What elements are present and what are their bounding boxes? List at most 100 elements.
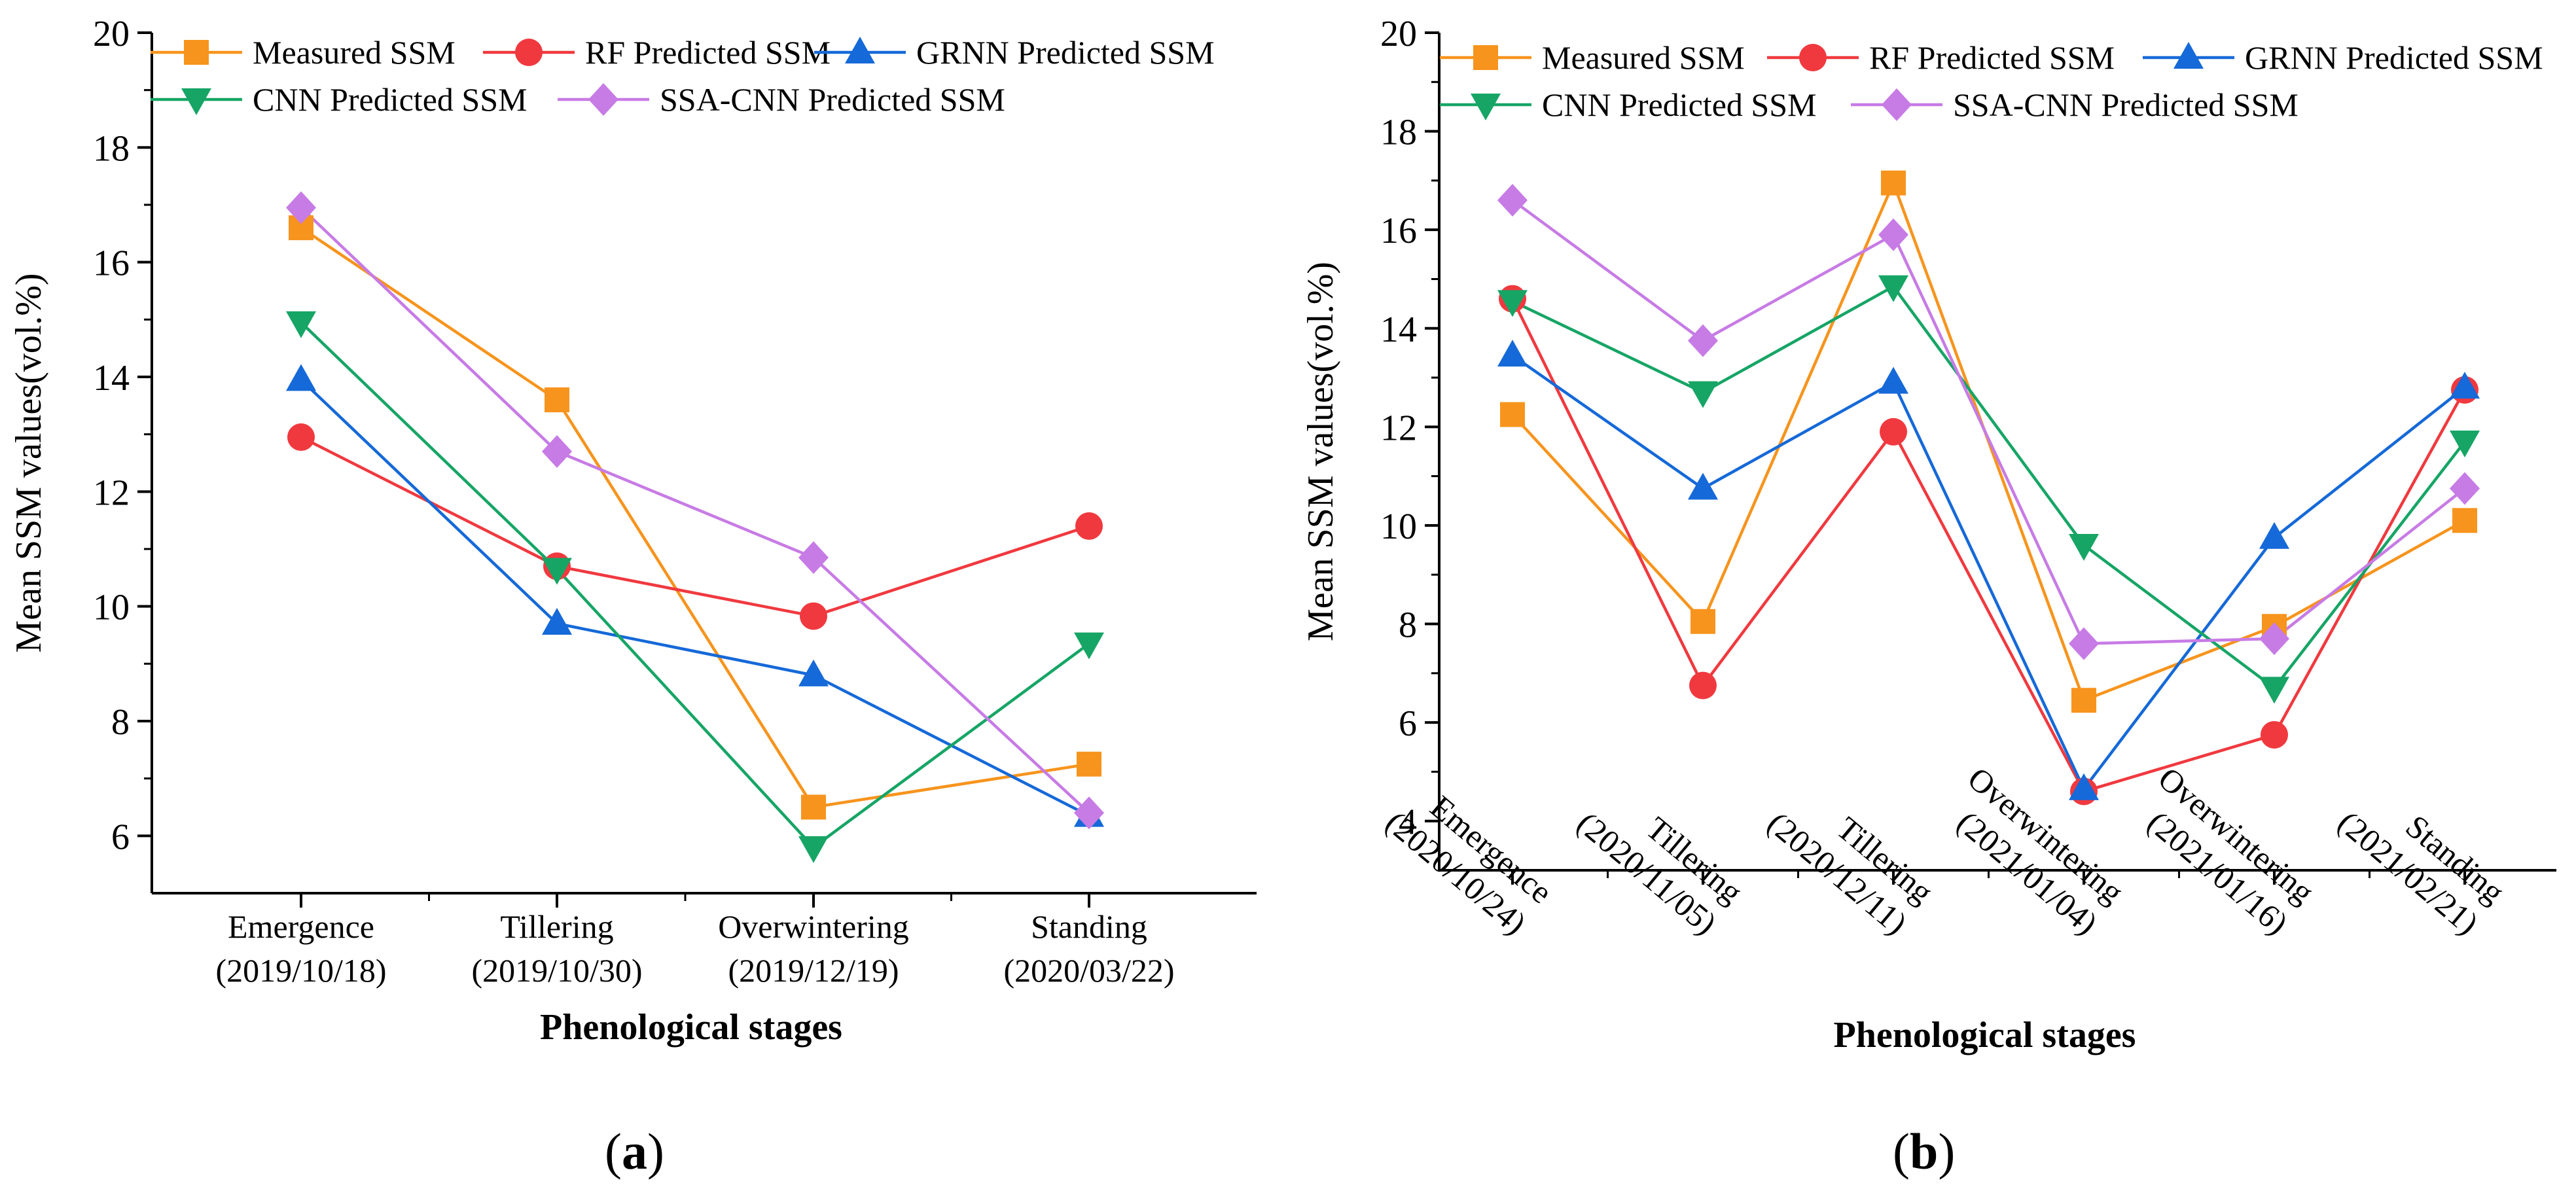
legend-marker bbox=[184, 40, 209, 65]
x-tick-label-group: Tillering(2020/12/11) bbox=[1761, 804, 1940, 942]
legend-marker bbox=[1471, 94, 1501, 120]
x-tick-label-date: (2019/10/30) bbox=[471, 952, 642, 989]
data-point bbox=[286, 311, 316, 338]
panel-label-a: (a) bbox=[605, 1123, 664, 1180]
y-tick-label: 10 bbox=[93, 588, 130, 628]
legend-label: Measured SSM bbox=[1542, 39, 1745, 76]
data-point bbox=[2452, 508, 2477, 533]
legend-entry: GRNN Predicted SSM bbox=[814, 34, 1215, 71]
series-line-4 bbox=[300, 206, 1090, 814]
series-line-3 bbox=[1512, 284, 2466, 690]
x-axis-title: Phenological stages bbox=[1834, 1015, 2136, 1055]
data-point bbox=[1074, 796, 1104, 830]
legend-marker bbox=[2174, 42, 2204, 69]
data-point bbox=[1497, 340, 1528, 367]
legend-entry: SSA-CNN Predicted SSM bbox=[558, 81, 1005, 118]
panel-label-b: (b) bbox=[1893, 1123, 1956, 1180]
data-point bbox=[286, 364, 316, 391]
panel-letter-b: b bbox=[1909, 1123, 1939, 1180]
data-point bbox=[2069, 534, 2099, 561]
legend-entry: RF Predicted SSM bbox=[1767, 39, 2115, 76]
data-point bbox=[1878, 366, 1908, 394]
legend-entry: GRNN Predicted SSM bbox=[2143, 39, 2543, 76]
legend-entry: CNN Predicted SSM bbox=[151, 81, 527, 118]
legend-label: RF Predicted SSM bbox=[585, 34, 831, 71]
data-point bbox=[1878, 275, 1908, 302]
data-point bbox=[2069, 627, 2099, 660]
y-tick-label: 12 bbox=[1380, 408, 1417, 448]
data-point bbox=[542, 607, 572, 635]
x-tick-label: Standing bbox=[1031, 908, 1147, 945]
data-point bbox=[287, 423, 315, 452]
legend-entry: SSA-CNN Predicted SSM bbox=[1851, 86, 2299, 123]
data-point bbox=[1688, 324, 1718, 357]
legend-marker bbox=[588, 83, 618, 116]
y-tick-label: 8 bbox=[111, 702, 130, 743]
data-point bbox=[801, 794, 826, 820]
data-point bbox=[1075, 512, 1103, 540]
y-tick-label: 18 bbox=[1380, 113, 1417, 153]
y-tick-label: 10 bbox=[1380, 506, 1417, 547]
data-point bbox=[545, 387, 569, 413]
legend-label: SSA-CNN Predicted SSM bbox=[1953, 86, 2299, 123]
y-tick-label: 8 bbox=[1399, 605, 1417, 646]
x-tick-label-date: (2020/03/22) bbox=[1003, 952, 1174, 989]
y-tick-label: 14 bbox=[1380, 310, 1417, 350]
data-point bbox=[1074, 632, 1104, 660]
legend-label: SSA-CNN Predicted SSM bbox=[660, 81, 1005, 118]
legend-label: CNN Predicted SSM bbox=[1542, 86, 1816, 123]
series-line-4 bbox=[1511, 199, 2466, 645]
y-tick-label: 14 bbox=[93, 358, 130, 398]
y-tick-label: 18 bbox=[93, 128, 130, 169]
x-tick-label-group: Emergence(2020/10/24) bbox=[1379, 788, 1560, 942]
legend-label: CNN Predicted SSM bbox=[253, 81, 527, 118]
data-point bbox=[1878, 218, 1908, 251]
legend-entry: Measured SSM bbox=[151, 34, 456, 71]
x-tick-label-group: Standing(2021/02/21) bbox=[2331, 804, 2512, 942]
data-point bbox=[1500, 402, 1525, 427]
data-point bbox=[1690, 609, 1715, 634]
data-point bbox=[2259, 677, 2289, 704]
series-line-3 bbox=[300, 321, 1090, 849]
data-point bbox=[800, 602, 827, 630]
series-line-2 bbox=[1511, 354, 2466, 792]
data-point bbox=[1688, 472, 1718, 500]
data-point bbox=[2259, 522, 2289, 549]
x-tick-label: Overwintering bbox=[718, 908, 909, 945]
series-line-0 bbox=[300, 226, 1090, 809]
data-point bbox=[542, 434, 572, 468]
series-line-2 bbox=[300, 378, 1090, 817]
data-point bbox=[2259, 622, 2289, 656]
legend-label: RF Predicted SSM bbox=[1869, 39, 2115, 76]
data-point bbox=[798, 659, 829, 686]
x-tick-label-group: Overwintering(2021/01/16) bbox=[2141, 760, 2321, 942]
data-point bbox=[1881, 170, 1906, 196]
x-axis-title: Phenological stages bbox=[540, 1007, 842, 1048]
data-point bbox=[542, 558, 572, 585]
data-point bbox=[1077, 751, 1101, 777]
legend-marker bbox=[1473, 45, 1498, 70]
y-tick-label: 16 bbox=[1380, 211, 1417, 251]
data-point bbox=[2450, 472, 2480, 505]
data-point bbox=[2450, 430, 2480, 457]
y-axis-title: Mean SSM values(vol.%) bbox=[1300, 262, 1341, 641]
series-line-1 bbox=[1511, 298, 2466, 794]
legend-entry: Measured SSM bbox=[1440, 39, 1745, 76]
data-point bbox=[2450, 372, 2480, 399]
data-point bbox=[2261, 720, 2288, 749]
y-tick-label: 20 bbox=[1380, 14, 1417, 54]
legend-marker bbox=[845, 37, 875, 63]
legend-marker bbox=[181, 88, 211, 115]
data-point bbox=[2069, 773, 2099, 800]
y-tick-label: 6 bbox=[1399, 703, 1417, 744]
legend-marker bbox=[515, 39, 543, 66]
data-point bbox=[286, 191, 316, 224]
data-point bbox=[798, 541, 829, 575]
legend-label: GRNN Predicted SSM bbox=[2245, 39, 2543, 76]
x-tick-label-group: Tillering(2020/11/05) bbox=[1570, 804, 1749, 942]
y-tick-label: 6 bbox=[111, 817, 130, 857]
y-tick-label: 12 bbox=[93, 472, 130, 513]
y-tick-label: 20 bbox=[93, 14, 130, 54]
data-point bbox=[1880, 417, 1907, 446]
